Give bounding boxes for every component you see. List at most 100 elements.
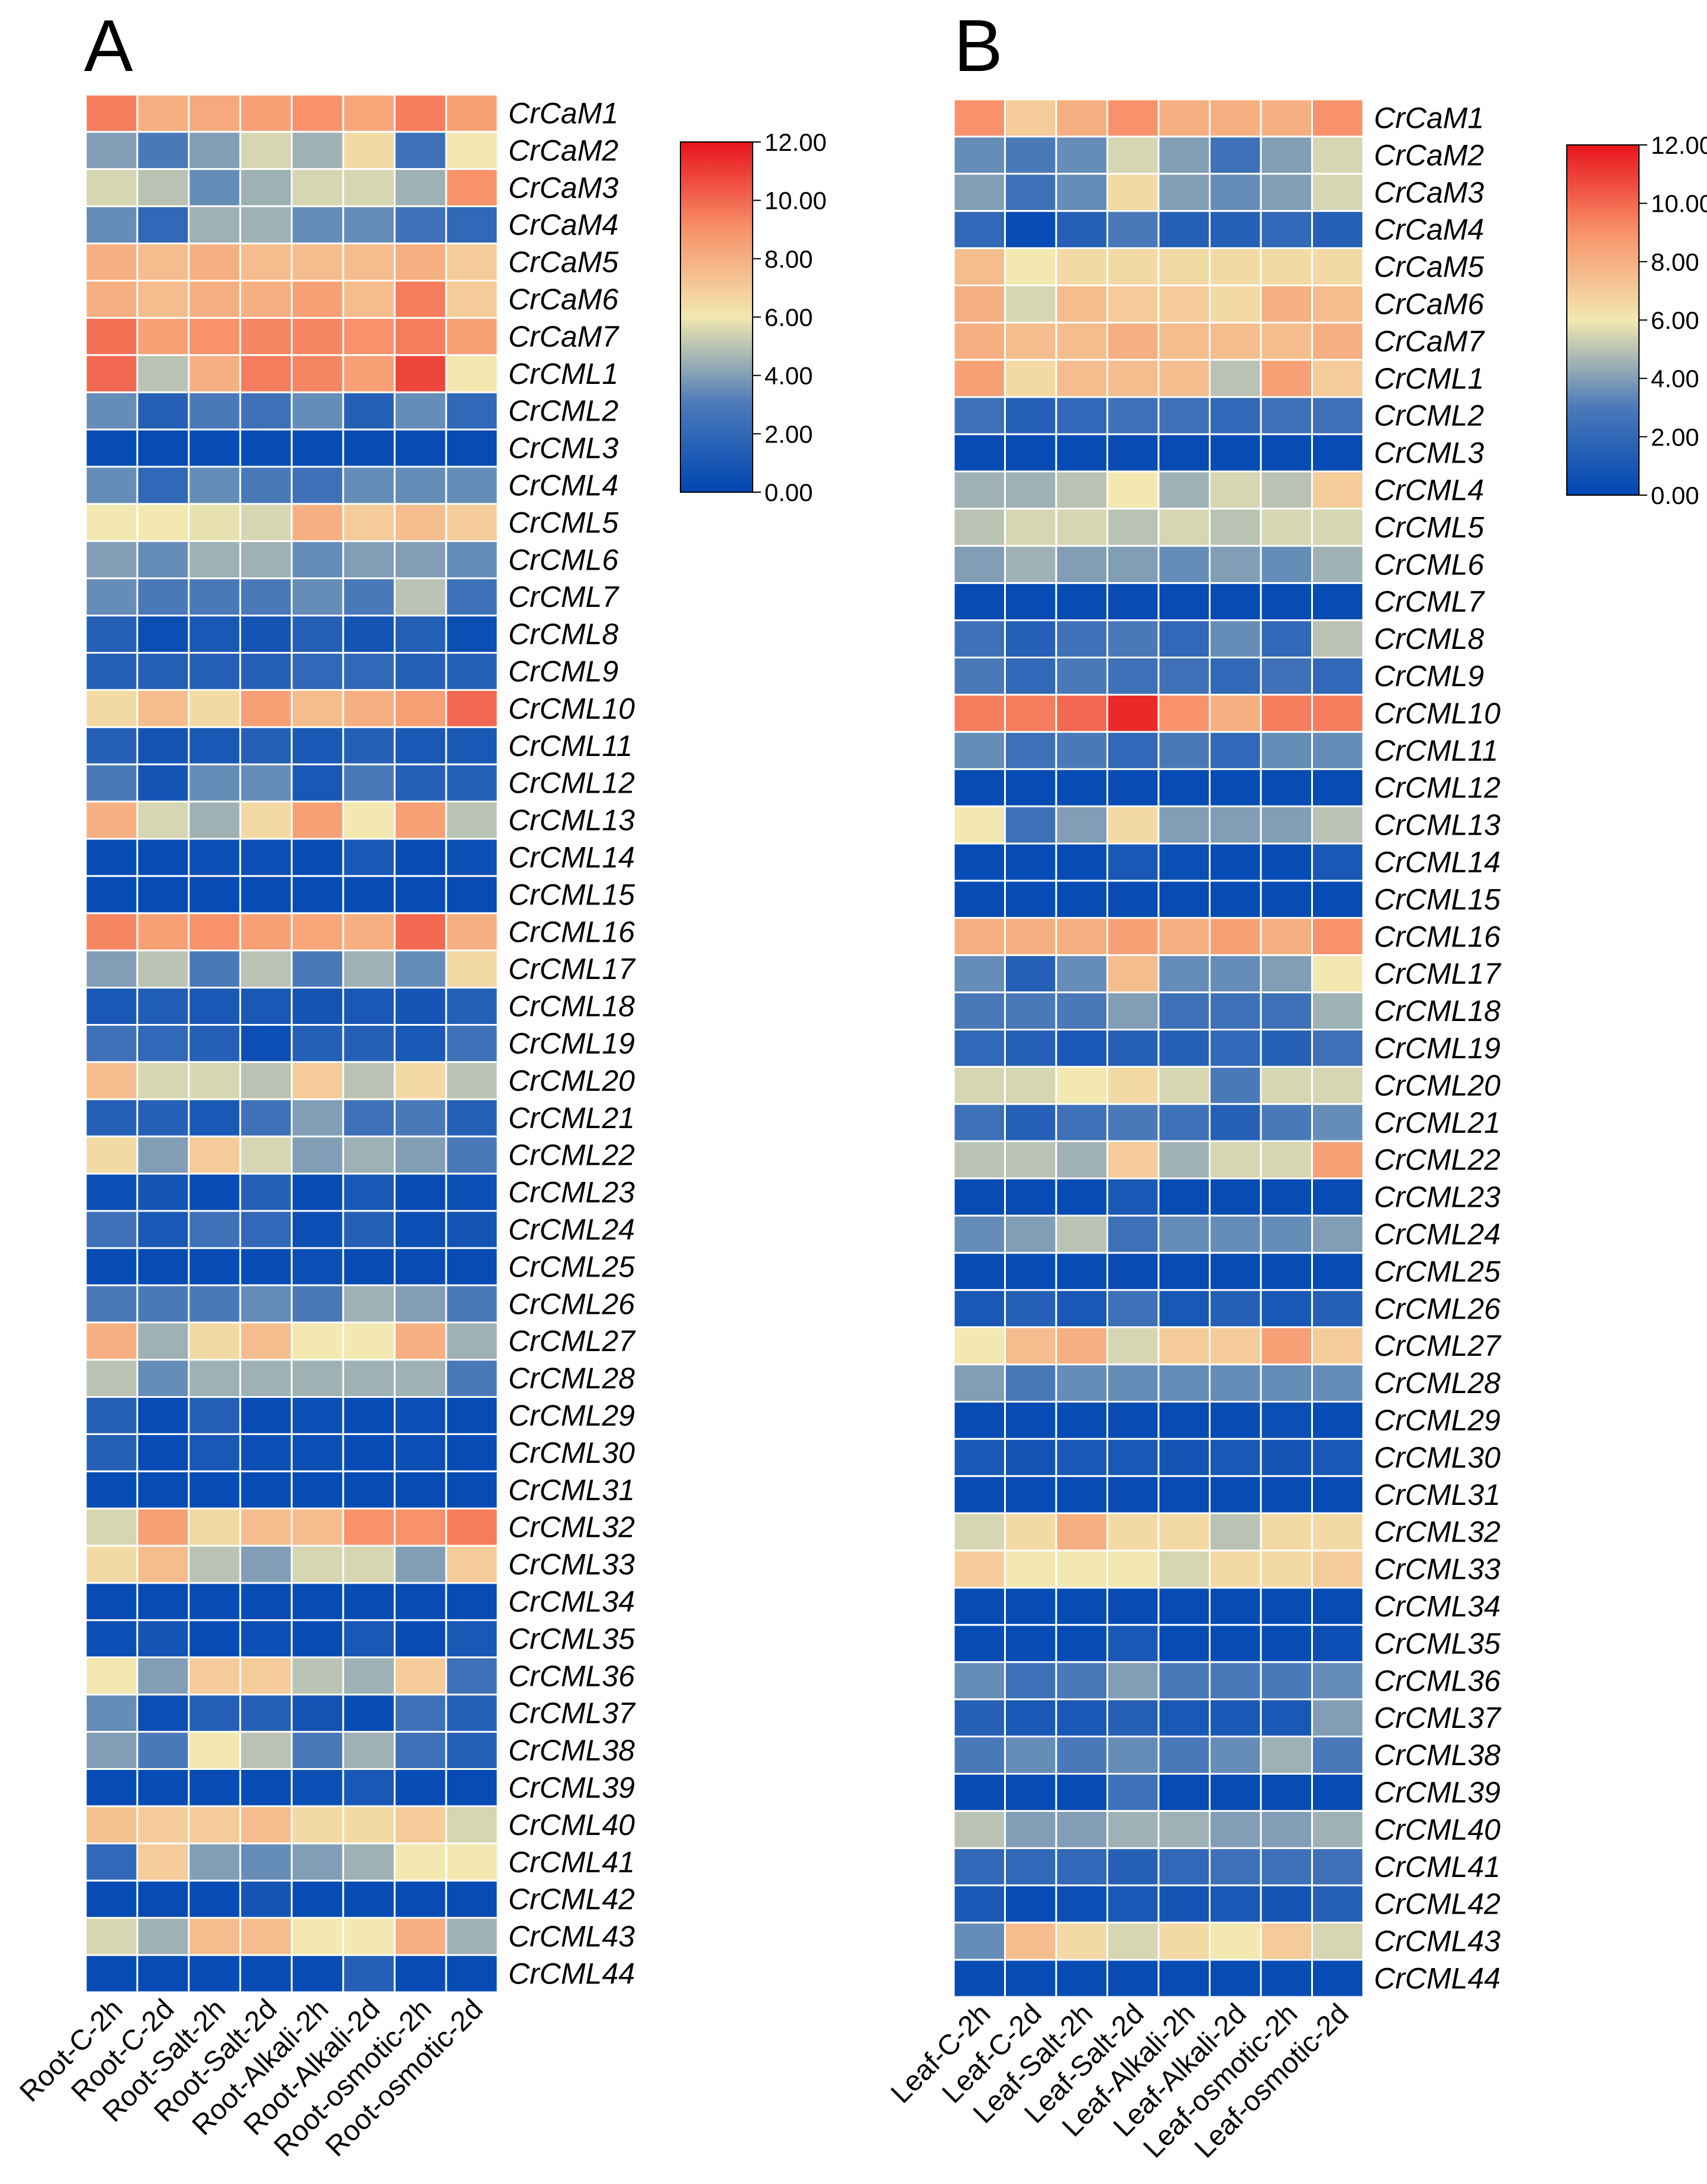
heatmap-cell	[393, 1619, 447, 1659]
heatmap-cell	[342, 1507, 396, 1547]
heatmap-cell	[1157, 582, 1211, 622]
heatmap-cell	[1157, 1587, 1211, 1626]
heatmap-cell	[1106, 1847, 1160, 1886]
heatmap-cell	[953, 1773, 1006, 1812]
heatmap-cell	[1311, 1698, 1364, 1738]
heatmap-cell	[1055, 1437, 1108, 1477]
heatmap-cell	[188, 280, 241, 319]
heatmap-cell	[1106, 1736, 1160, 1775]
heatmap-cell	[1311, 1624, 1364, 1663]
heatmap-cell	[85, 763, 138, 803]
heatmap-cell	[393, 1731, 447, 1771]
heatmap-cell	[1260, 396, 1313, 435]
heatmap-cell	[239, 838, 293, 877]
heatmap-cell	[1157, 1773, 1211, 1812]
colorbar-tick-label: 2.00	[764, 420, 813, 448]
heatmap-cell	[393, 243, 447, 282]
heatmap-cell	[1209, 917, 1262, 957]
heatmap-cell	[342, 1061, 396, 1100]
heatmap-cell	[291, 763, 344, 803]
heatmap-cell	[1004, 1364, 1057, 1403]
heatmap-cell	[1106, 1959, 1160, 1998]
heatmap-cell	[239, 1284, 293, 1324]
heatmap-cell	[1055, 1661, 1108, 1701]
row-label: CrCML6	[508, 543, 618, 576]
heatmap-cell	[445, 1433, 499, 1472]
heatmap-cell	[953, 358, 1006, 398]
heatmap-cell	[1209, 396, 1262, 435]
heatmap-cell	[85, 466, 138, 505]
heatmap-cell	[342, 1656, 396, 1696]
row-label: CrCML22	[1374, 1143, 1501, 1177]
row-label: CrCML36	[508, 1659, 635, 1692]
heatmap-cell	[1004, 1252, 1057, 1291]
heatmap-cell	[1055, 1252, 1108, 1291]
heatmap-cell	[85, 354, 138, 393]
heatmap-cell	[445, 800, 499, 840]
heatmap-cell	[188, 503, 241, 542]
row-label: CrCML25	[1374, 1255, 1501, 1288]
heatmap-cell	[136, 1024, 190, 1063]
heatmap-cell	[136, 131, 190, 170]
heatmap-cell	[1157, 396, 1211, 435]
heatmap-cell	[1055, 1512, 1108, 1552]
heatmap-cell	[291, 1842, 344, 1882]
heatmap-cell	[393, 1917, 447, 1956]
heatmap-cell	[1106, 135, 1160, 175]
heatmap-cell	[1157, 1884, 1211, 1924]
heatmap-cell	[1055, 917, 1108, 957]
colorbar-tick-label: 10.00	[1651, 190, 1707, 218]
heatmap-cell	[1106, 173, 1160, 212]
heatmap-cell	[1311, 285, 1364, 324]
heatmap-cell	[953, 1214, 1006, 1254]
heatmap-cell	[1106, 880, 1160, 919]
heatmap-cell	[85, 1024, 138, 1063]
heatmap-cell	[239, 1768, 293, 1807]
heatmap-cell	[393, 875, 447, 915]
heatmap-cell	[393, 1582, 447, 1621]
panel-letter-a: A	[84, 5, 133, 87]
heatmap-cell	[239, 763, 293, 803]
row-label: CrCML14	[1374, 845, 1501, 878]
heatmap-cell	[342, 205, 396, 245]
heatmap-cell	[953, 805, 1006, 845]
heatmap-cell	[291, 1247, 344, 1287]
heatmap-cell	[1106, 657, 1160, 696]
row-label: CrCML15	[1374, 883, 1501, 916]
heatmap-cell	[445, 1359, 499, 1398]
heatmap-cell	[1004, 1103, 1057, 1142]
heatmap-cell	[136, 1507, 190, 1547]
heatmap-cell	[1055, 1921, 1108, 1961]
heatmap-cell	[1311, 98, 1364, 138]
heatmap-cell	[1004, 1624, 1057, 1663]
heatmap-cell	[291, 1024, 344, 1063]
heatmap-cell	[342, 131, 396, 170]
heatmap-cell	[136, 205, 190, 245]
heatmap-cell	[1004, 1214, 1057, 1254]
heatmap-cell	[1157, 954, 1211, 994]
heatmap-cell	[1106, 508, 1160, 547]
heatmap-cell	[239, 316, 293, 356]
heatmap-cell	[239, 1396, 293, 1435]
heatmap-cell	[1209, 1103, 1262, 1142]
heatmap-cell	[85, 1582, 138, 1621]
heatmap-cell	[1311, 321, 1364, 361]
heatmap-cell	[1209, 1959, 1262, 1998]
heatmap-cell	[1106, 1140, 1160, 1180]
colorbar-tick-label: 0.00	[1651, 482, 1699, 509]
heatmap-cell	[445, 1396, 499, 1435]
heatmap-cell	[188, 1172, 241, 1212]
row-label: CrCML24	[1374, 1217, 1501, 1251]
heatmap-cell	[1106, 842, 1160, 882]
heatmap-cell	[1157, 470, 1211, 510]
heatmap-cell	[1260, 768, 1313, 807]
heatmap-cell	[445, 1768, 499, 1807]
heatmap-cell	[1055, 768, 1108, 807]
heatmap-cell	[1157, 1364, 1211, 1403]
heatmap-cell	[1260, 1549, 1313, 1589]
colorbar-tick-label: 6.00	[1651, 306, 1699, 334]
row-label: CrCML28	[1374, 1366, 1501, 1400]
heatmap-cell	[1311, 508, 1364, 547]
heatmap-cell	[291, 1433, 344, 1472]
heatmap-cell	[239, 168, 293, 208]
